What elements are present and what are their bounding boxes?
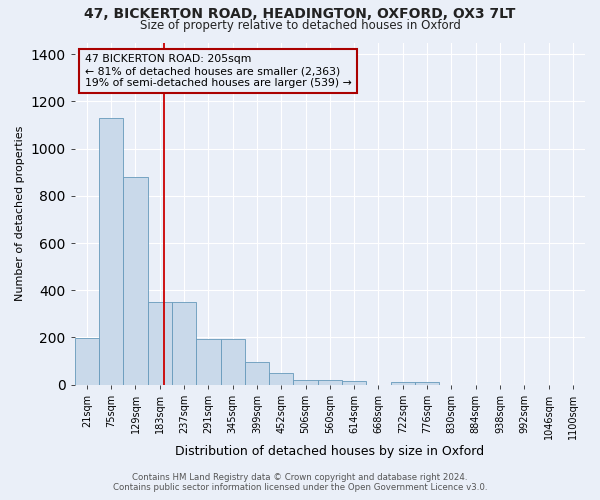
Bar bbox=[318, 380, 342, 384]
X-axis label: Distribution of detached houses by size in Oxford: Distribution of detached houses by size … bbox=[175, 444, 484, 458]
Bar bbox=[99, 118, 124, 384]
Bar bbox=[75, 338, 99, 384]
Bar bbox=[221, 340, 245, 384]
Bar bbox=[342, 382, 367, 384]
Bar bbox=[196, 340, 221, 384]
Bar bbox=[148, 302, 172, 384]
Bar bbox=[172, 302, 196, 384]
Text: 47 BICKERTON ROAD: 205sqm
← 81% of detached houses are smaller (2,363)
19% of se: 47 BICKERTON ROAD: 205sqm ← 81% of detac… bbox=[85, 54, 352, 88]
Bar bbox=[293, 380, 318, 384]
Y-axis label: Number of detached properties: Number of detached properties bbox=[15, 126, 25, 302]
Bar bbox=[391, 382, 415, 384]
Bar bbox=[269, 373, 293, 384]
Text: 47, BICKERTON ROAD, HEADINGTON, OXFORD, OX3 7LT: 47, BICKERTON ROAD, HEADINGTON, OXFORD, … bbox=[85, 8, 515, 22]
Text: Contains HM Land Registry data © Crown copyright and database right 2024.
Contai: Contains HM Land Registry data © Crown c… bbox=[113, 473, 487, 492]
Text: Size of property relative to detached houses in Oxford: Size of property relative to detached ho… bbox=[140, 18, 460, 32]
Bar bbox=[124, 178, 148, 384]
Bar bbox=[245, 362, 269, 384]
Bar bbox=[415, 382, 439, 384]
